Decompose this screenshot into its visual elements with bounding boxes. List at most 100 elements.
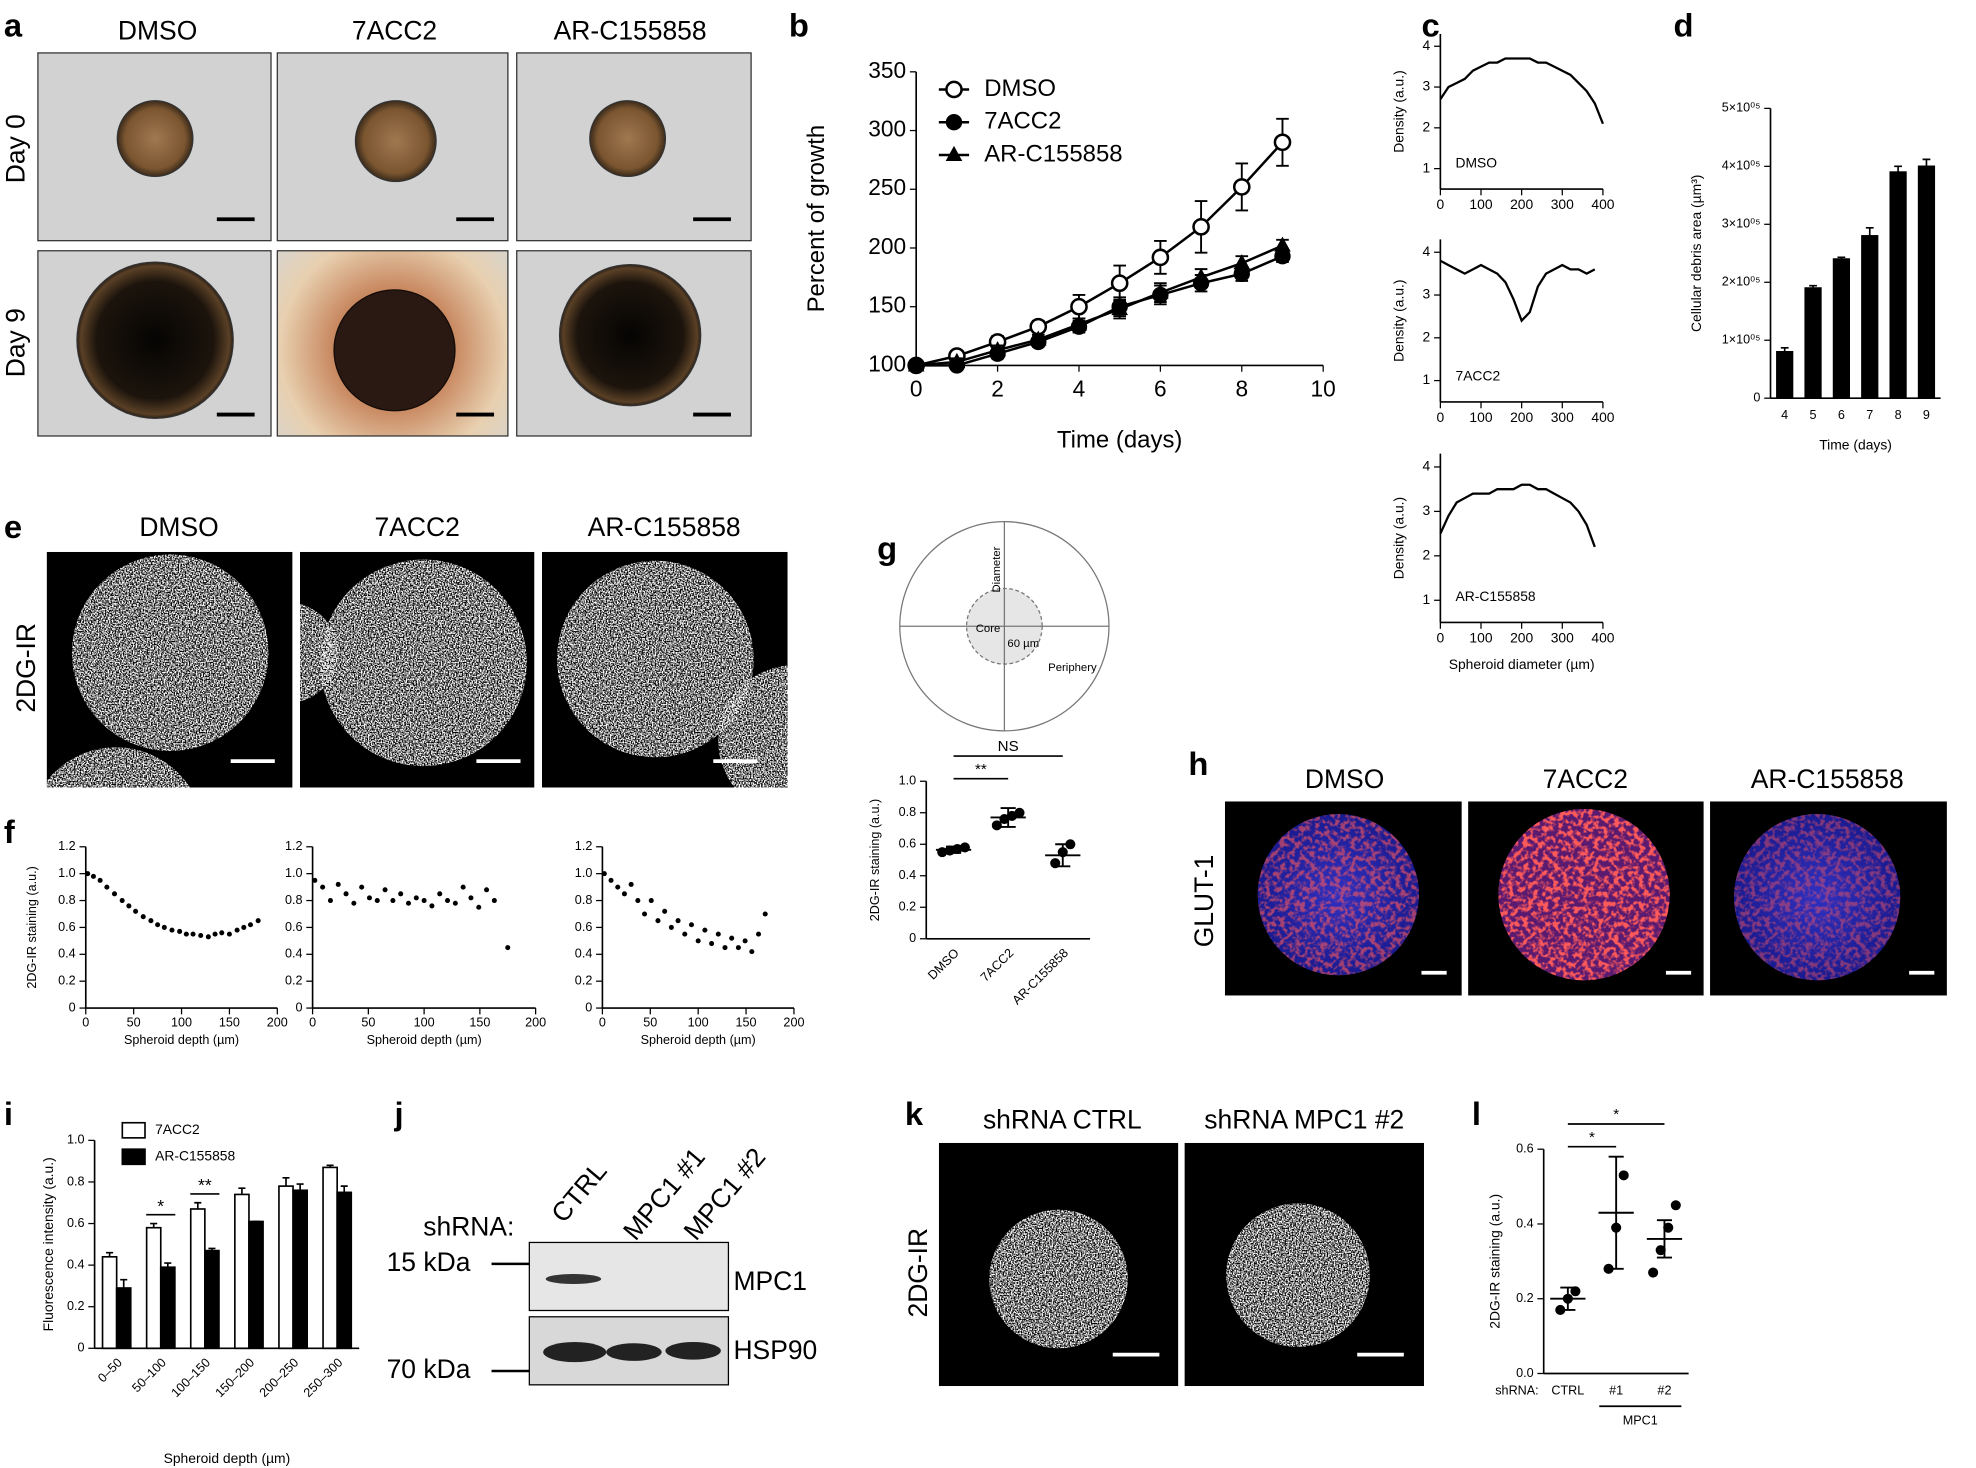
x-tick-label: 0 — [309, 1016, 316, 1030]
y-tick-label: 0.8 — [899, 805, 917, 819]
point — [682, 931, 688, 937]
point — [219, 930, 225, 936]
point — [405, 900, 412, 906]
band-label: MPC1 — [733, 1266, 807, 1296]
legend-label: AR-C155858 — [155, 1147, 235, 1163]
marker — [1110, 274, 1129, 293]
point — [241, 924, 247, 930]
point — [161, 924, 167, 930]
point — [335, 881, 341, 887]
y-tick-label: 0.2 — [575, 974, 593, 988]
plot-label: DMSO — [1455, 154, 1497, 170]
legend-label: 7ACC2 — [155, 1121, 200, 1137]
x-tick-label: #1 — [1609, 1383, 1623, 1397]
y-axis-label: Density (a.u.) — [1391, 497, 1407, 579]
x-tick-label: 300 — [1551, 630, 1574, 646]
point — [460, 884, 466, 890]
marker — [1192, 218, 1210, 236]
point — [722, 945, 728, 951]
lane-label: CTRL — [545, 1156, 612, 1228]
x-tick-label: 200 — [267, 1016, 288, 1030]
bar — [1832, 258, 1851, 400]
point — [398, 891, 404, 897]
y-tick-label: 2 — [1423, 328, 1431, 344]
y-tick-label: 0.8 — [67, 1174, 85, 1188]
column-title: DMSO — [118, 16, 197, 46]
point — [505, 945, 511, 951]
point — [212, 931, 218, 937]
micrograph — [1224, 801, 1462, 996]
column-title: 7ACC2 — [1543, 764, 1628, 794]
bar — [248, 1220, 264, 1350]
significance: * — [157, 1196, 164, 1216]
panel-letter: a — [4, 6, 23, 43]
panel-letter: c — [1421, 6, 1439, 43]
error-bar — [1780, 346, 1789, 352]
point — [97, 877, 103, 883]
spheroid-diagram: Diameter Core 60 µm Periphery — [899, 521, 1110, 732]
y-tick-label: 150 — [868, 292, 906, 318]
x-tick-label: 0 — [1437, 196, 1445, 212]
spheroid — [354, 100, 437, 183]
x-tick-label: 150 — [736, 1016, 757, 1030]
row-label: Day 0 — [1, 114, 31, 183]
point — [133, 908, 139, 914]
column-title: AR-C155858 — [588, 512, 741, 542]
error-bar — [1656, 1219, 1673, 1259]
point — [1655, 1245, 1666, 1256]
legend-swatch — [121, 1121, 146, 1139]
point — [655, 918, 661, 924]
point — [695, 938, 701, 944]
point — [601, 871, 607, 877]
x-tick-label: AR-C155858 — [1010, 946, 1071, 1007]
micrograph — [299, 551, 535, 788]
x-tick-label: 100 — [171, 1016, 192, 1030]
y-tick-label: 1.2 — [285, 839, 303, 853]
x-tick-label: 100–150 — [169, 1355, 214, 1400]
y-tick-label: 0.6 — [899, 837, 917, 851]
point — [390, 898, 396, 904]
group-label: MPC1 — [1623, 1414, 1658, 1428]
point — [735, 945, 741, 951]
point — [247, 922, 254, 928]
y-tick-label: 2 — [1423, 546, 1431, 562]
point — [90, 873, 96, 879]
band — [606, 1343, 662, 1361]
x-tick-label: 300 — [1551, 409, 1574, 425]
y-axis-label: Density (a.u.) — [1391, 279, 1407, 361]
point — [382, 887, 388, 893]
panel-letter: e — [4, 508, 22, 545]
y-tick-label: 0.2 — [67, 1299, 85, 1313]
x-tick-label: 6 — [1154, 376, 1167, 402]
size-marker: 70 kDa — [387, 1354, 471, 1384]
y-tick-label: 0.2 — [1516, 1291, 1534, 1305]
x-axis-label: Time (days) — [1819, 437, 1892, 453]
marker — [1233, 254, 1251, 270]
x-tick-label: CTRL — [1551, 1383, 1584, 1397]
y-tick-label: 0 — [295, 1000, 302, 1014]
x-tick-label: 100 — [1469, 409, 1492, 425]
x-axis-label: Spheroid depth (µm) — [367, 1033, 482, 1047]
x-tick-label: 2 — [991, 376, 1004, 402]
point — [255, 918, 261, 924]
band — [665, 1341, 721, 1360]
x-tick-label: 6 — [1838, 408, 1845, 422]
row-label: 2DG-IR — [11, 623, 41, 713]
scale-bars-a — [216, 217, 731, 417]
y-tick-label: 0.8 — [575, 893, 593, 907]
legend-swatch — [121, 1148, 146, 1166]
y-tick-label: 200 — [868, 233, 906, 259]
point — [452, 900, 458, 906]
y-tick-label: 2 — [1423, 118, 1431, 134]
marker — [1070, 315, 1088, 331]
marker — [1070, 297, 1088, 316]
bar — [101, 1255, 118, 1350]
point — [234, 927, 240, 933]
point — [1014, 807, 1025, 818]
marker — [945, 80, 963, 99]
bar — [1889, 171, 1907, 400]
point — [126, 903, 132, 909]
point — [642, 911, 648, 917]
y-tick-label: 0 — [909, 931, 916, 945]
row-label: GLUT-1 — [1189, 855, 1219, 948]
